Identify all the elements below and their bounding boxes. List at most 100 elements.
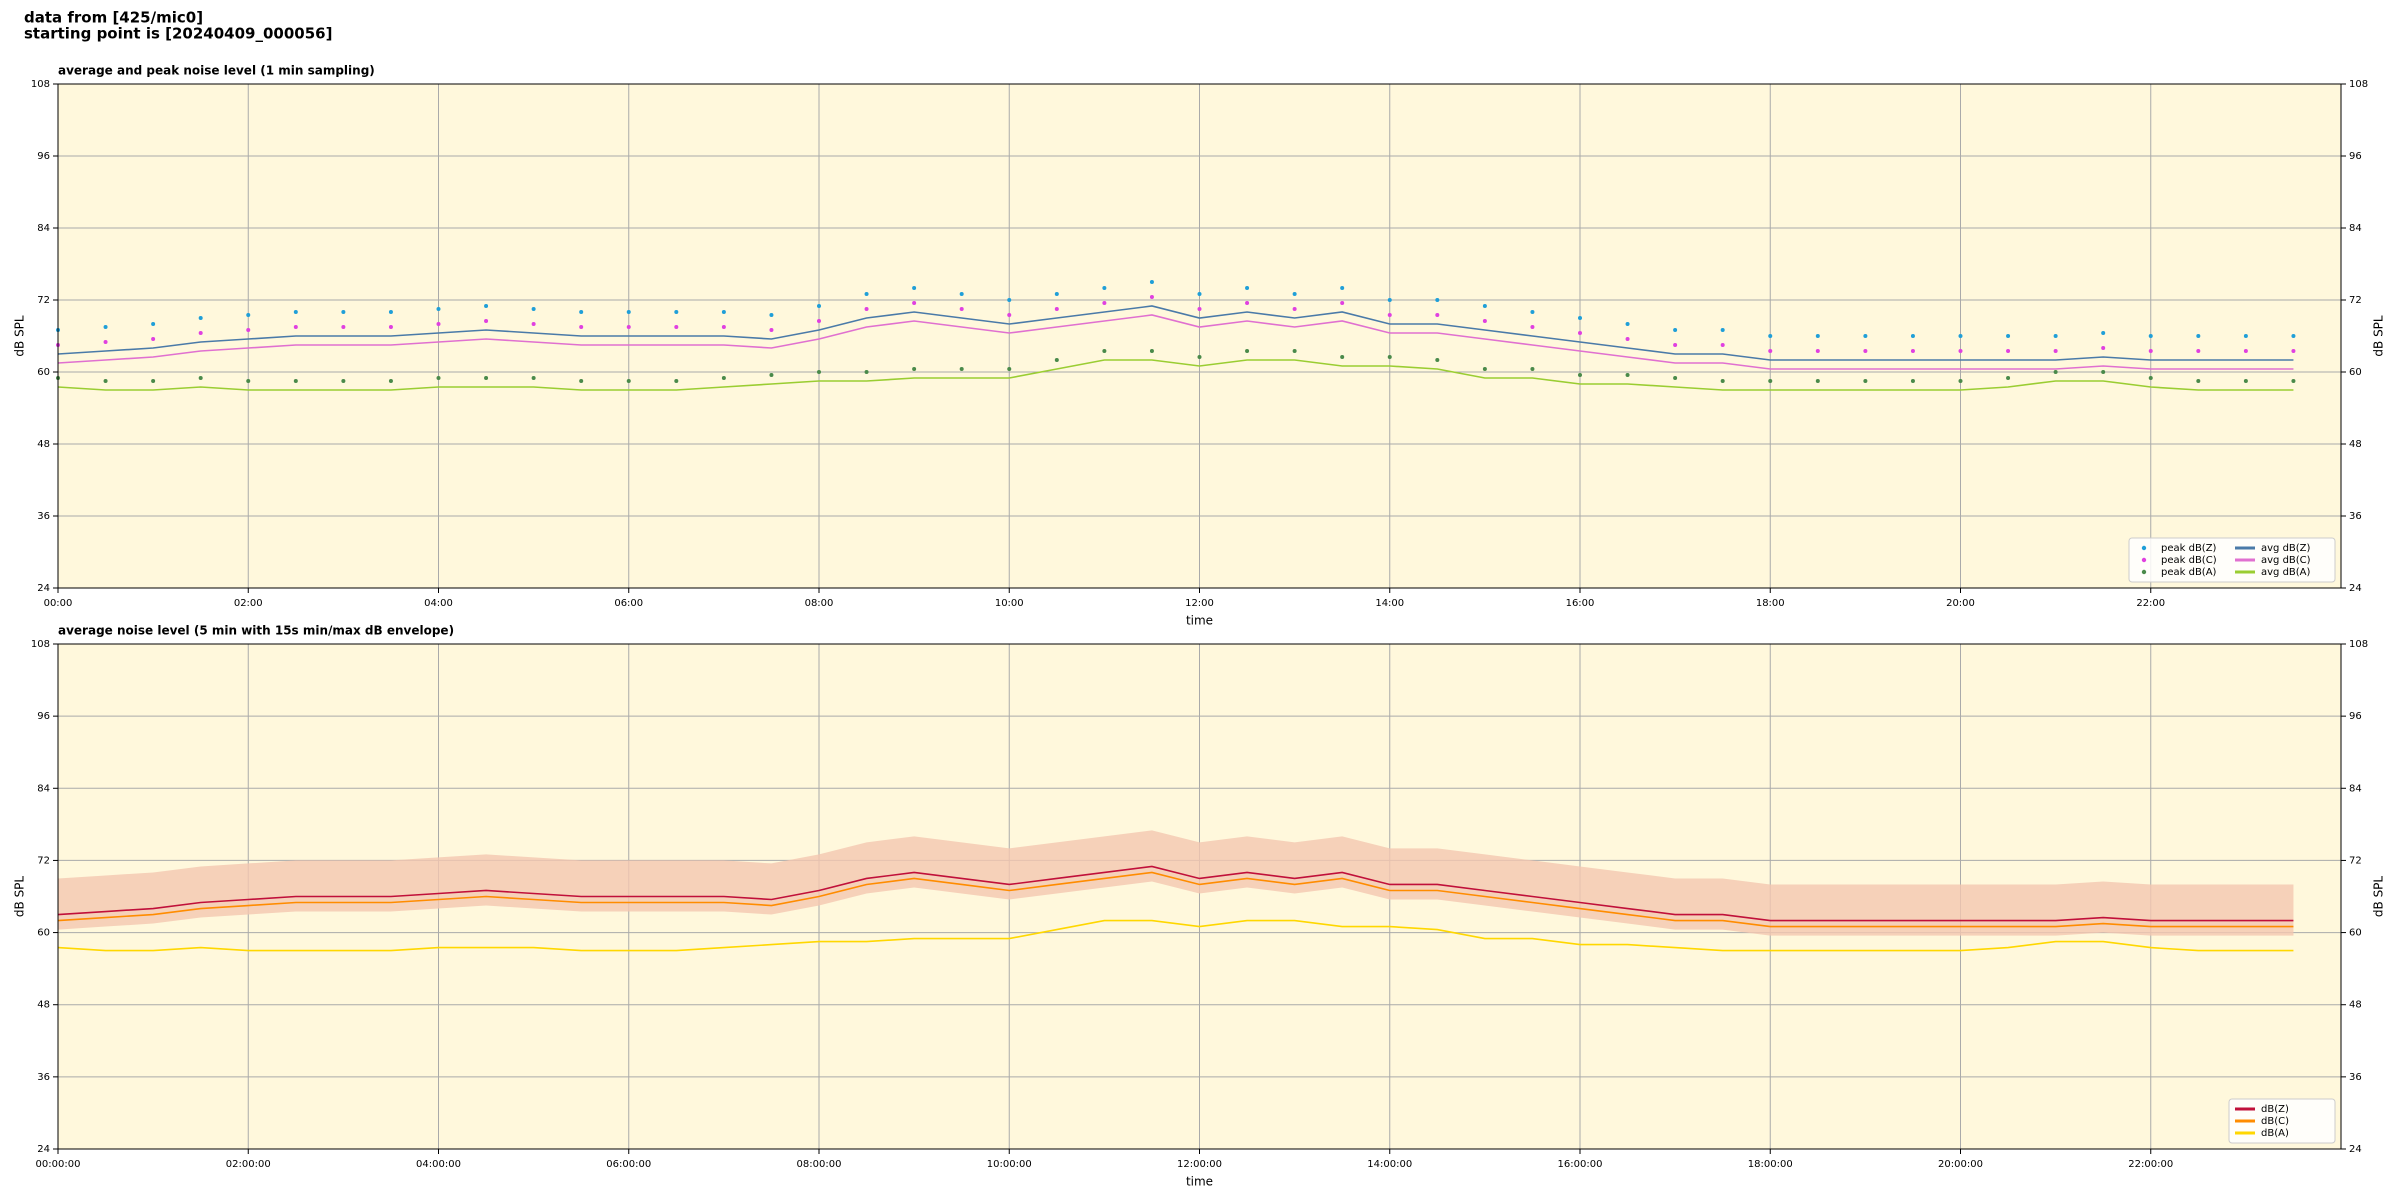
point [1054,292,1059,296]
chart: average and peak noise level (1 min samp… [13,64,2386,628]
y-tick-label-right: 72 [2349,855,2362,866]
legend-label: dB(C) [2261,1116,2289,1127]
point [864,307,869,311]
point [198,376,203,380]
y-axis-label-right: dB SPL [2372,315,2386,357]
point [1910,379,1915,383]
y-tick-label: 36 [37,1072,50,1083]
y-tick-label: 60 [37,928,50,939]
point [1768,349,1773,353]
point [912,367,917,371]
point [531,322,536,326]
point [1054,358,1059,362]
point [817,319,821,323]
point [1625,322,1630,326]
point [1815,334,1820,338]
point [103,379,108,383]
point [198,316,203,320]
point [151,379,156,383]
point [1578,331,1582,335]
y-tick-label: 96 [37,711,50,722]
x-tick-label: 04:00:00 [416,1159,461,1170]
point [721,325,726,329]
point [1863,379,1868,383]
point [1007,367,1012,371]
y-tick-label: 108 [31,639,50,650]
x-tick-label: 20:00:00 [1938,1159,1983,1170]
point [1673,376,1678,380]
point [293,310,298,314]
legend-marker [2141,569,2147,575]
y-tick-label: 60 [37,367,50,378]
point [1625,373,1630,377]
point [721,310,726,314]
x-tick-label: 08:00 [805,598,834,609]
point [151,322,156,326]
y-tick-label: 108 [31,79,50,90]
y-tick-label-right: 36 [2349,1072,2362,1083]
point [1245,301,1250,305]
point [579,310,584,314]
y-tick-label-right: 84 [2349,223,2362,234]
point [864,370,869,374]
point [2053,370,2058,374]
point [293,379,298,383]
point [1197,307,1202,311]
point [769,313,774,317]
point [388,310,393,314]
legend-label: dB(Z) [2261,1104,2289,1115]
point [341,379,346,383]
point [484,304,489,308]
x-tick-label: 12:00:00 [1177,1159,1222,1170]
point [1768,379,1773,383]
point [959,307,964,311]
point [1625,337,1630,341]
x-tick-label: 16:00 [1566,598,1595,609]
point [769,328,774,332]
point [1863,334,1868,338]
x-tick-label: 18:00:00 [1748,1159,1793,1170]
point [1340,286,1345,290]
plot-frame [57,83,2342,589]
y-tick-label: 48 [37,1000,50,1011]
point [2148,349,2153,353]
legend-label: peak dB(C) [2161,555,2217,566]
y-tick-label-right: 96 [2349,151,2362,162]
header-source: data from [425/mic0] [24,9,203,27]
point [959,367,964,371]
legend-marker [2141,557,2147,563]
legend-label: dB(A) [2261,1128,2289,1139]
x-tick-label: 02:00 [234,598,263,609]
point [1149,295,1154,299]
x-tick-label: 06:00 [614,598,643,609]
y-tick-label-right: 36 [2349,511,2362,522]
legend-label: peak dB(Z) [2161,543,2217,554]
point [2196,379,2201,383]
point [293,325,298,329]
y-axis-label: dB SPL [13,315,27,357]
point [341,325,346,329]
point [2291,379,2296,383]
y-tick-label: 24 [37,1144,50,1155]
x-tick-label: 14:00:00 [1367,1159,1412,1170]
envelope [58,830,2294,936]
legend-label: peak dB(A) [2161,567,2217,578]
point [1530,310,1535,314]
point [674,310,679,314]
point [864,292,869,296]
x-tick-label: 00:00 [44,598,73,609]
y-tick-label-right: 108 [2349,639,2368,650]
point [1054,307,1059,311]
y-axis-label: dB SPL [13,876,27,918]
y-tick-label-right: 96 [2349,711,2362,722]
point [2291,334,2296,338]
legend-label: avg dB(A) [2261,567,2311,578]
point [436,376,441,380]
y-tick-label: 24 [37,583,50,594]
point [2148,334,2153,338]
point [912,286,917,290]
point [1863,349,1868,353]
point [1578,316,1582,320]
y-tick-label: 72 [37,295,50,306]
